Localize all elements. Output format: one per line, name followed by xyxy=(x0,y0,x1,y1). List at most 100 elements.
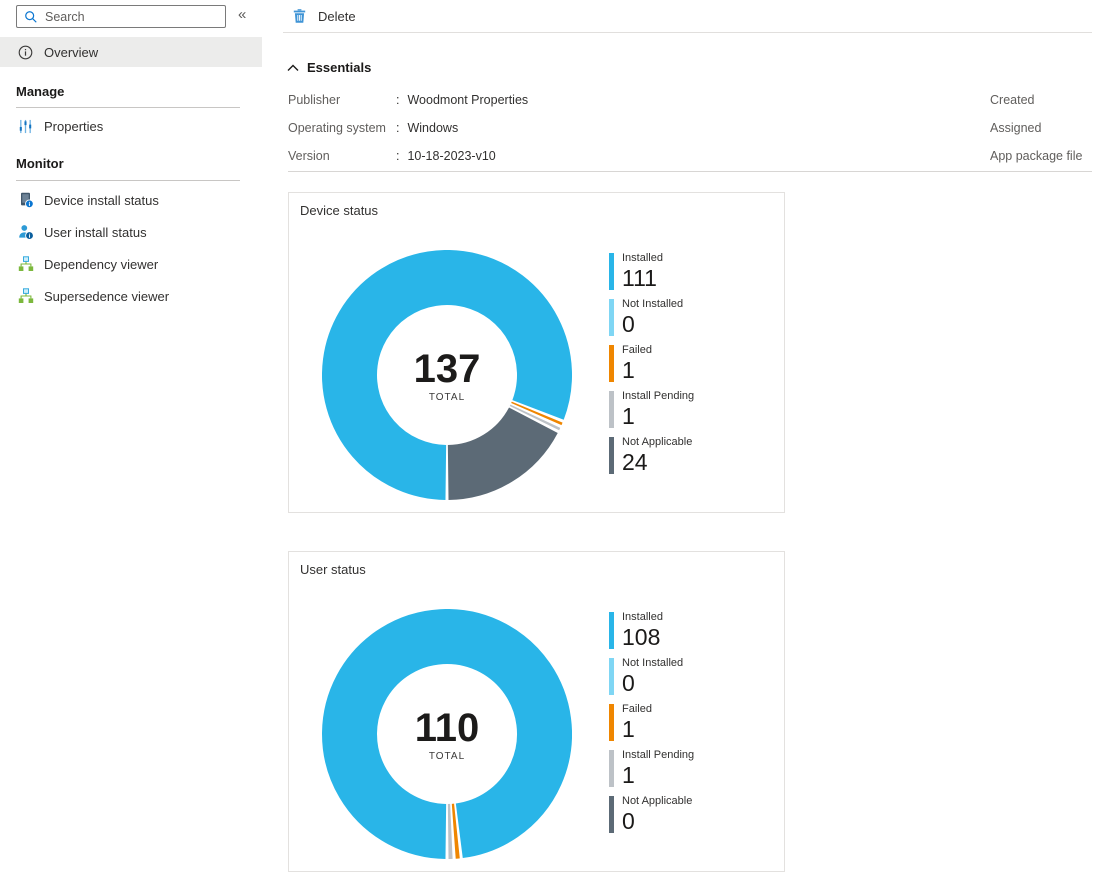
legend-color-bar xyxy=(609,299,614,336)
sidebar-item-supersedence-viewer[interactable]: Supersedence viewer xyxy=(0,281,262,311)
legend-color-bar xyxy=(609,796,614,833)
field-value: Woodmont Properties xyxy=(407,86,528,114)
legend-value: 1 xyxy=(622,403,694,429)
essentials-toggle[interactable]: Essentials xyxy=(287,60,371,75)
donut-chart: 137 TOTAL xyxy=(322,250,572,500)
essentials-left-column: Publisher : Woodmont Properties Operatin… xyxy=(288,86,528,170)
divider xyxy=(16,180,240,181)
donut-svg xyxy=(322,609,572,859)
legend-color-bar xyxy=(609,253,614,290)
essentials-row-created: Created xyxy=(990,86,1082,114)
legend-value: 24 xyxy=(622,449,694,475)
legend-value: 1 xyxy=(622,716,694,742)
sidebar-item-label: Overview xyxy=(44,45,98,60)
essentials-row-version: Version : 10-18-2023-v10 xyxy=(288,142,528,170)
essentials-right-column: Created Assigned App package file xyxy=(990,86,1082,170)
legend-value: 1 xyxy=(622,762,694,788)
field-label: Created xyxy=(990,86,1034,114)
sidebar-item-label: Properties xyxy=(44,119,103,134)
delete-button-label: Delete xyxy=(318,9,356,24)
field-label: Version xyxy=(288,142,396,170)
donut-svg xyxy=(322,250,572,500)
card-title: Device status xyxy=(300,203,378,218)
field-separator: : xyxy=(396,142,399,170)
legend-value: 0 xyxy=(622,311,694,337)
sidebar-item-user-install-status[interactable]: User install status xyxy=(0,217,262,247)
org-chart-icon xyxy=(18,288,34,304)
sidebar-item-label: Device install status xyxy=(44,193,159,208)
sidebar-item-device-install-status[interactable]: Device install status xyxy=(0,185,262,215)
legend-label: Install Pending xyxy=(622,390,694,403)
field-label: Assigned xyxy=(990,114,1041,142)
trash-icon xyxy=(293,8,306,24)
legend-label: Install Pending xyxy=(622,749,694,762)
legend-value: 0 xyxy=(622,808,694,834)
legend-color-bar xyxy=(609,391,614,428)
search-box[interactable] xyxy=(16,5,226,28)
delete-button[interactable]: Delete xyxy=(293,8,356,24)
legend-label: Not Installed xyxy=(622,657,694,670)
legend-label: Failed xyxy=(622,344,694,357)
legend-label: Not Applicable xyxy=(622,795,694,808)
donut-chart: 110 TOTAL xyxy=(322,609,572,859)
legend-color-bar xyxy=(609,750,614,787)
info-circle-icon xyxy=(18,44,34,60)
legend-value: 0 xyxy=(622,670,694,696)
legend-color-bar xyxy=(609,437,614,474)
legend-label: Not Installed xyxy=(622,298,694,311)
legend-color-bar xyxy=(609,704,614,741)
search-icon xyxy=(24,10,38,24)
legend-value: 1 xyxy=(622,357,694,383)
donut-segment-install-pending xyxy=(534,416,535,418)
sidebar-collapse-button[interactable]: « xyxy=(238,6,246,23)
org-chart-icon xyxy=(18,256,34,272)
essentials-row-publisher: Publisher : Woodmont Properties xyxy=(288,86,528,114)
field-label: App package file xyxy=(990,142,1082,170)
sidebar-item-overview[interactable]: Overview xyxy=(0,37,262,67)
legend-color-bar xyxy=(609,612,614,649)
legend-label: Not Applicable xyxy=(622,436,694,449)
sidebar-item-label: User install status xyxy=(44,225,147,240)
essentials-row-assigned: Assigned xyxy=(990,114,1082,142)
divider xyxy=(16,107,240,108)
field-separator: : xyxy=(396,114,399,142)
legend-label: Installed xyxy=(622,252,694,265)
chevron-up-icon xyxy=(287,64,299,72)
device-info-icon xyxy=(18,192,34,208)
divider xyxy=(288,171,1092,172)
essentials-row-operating-system: Operating system : Windows xyxy=(288,114,528,142)
legend-value: 111 xyxy=(622,265,694,291)
donut-segment-not-applicable xyxy=(448,420,533,472)
sidebar-item-label: Dependency viewer xyxy=(44,257,158,272)
field-value: Windows xyxy=(407,114,458,142)
sidebar-item-label: Supersedence viewer xyxy=(44,289,169,304)
donut-segment-installed xyxy=(350,636,545,831)
legend-label: Installed xyxy=(622,611,694,624)
sidebar-item-dependency-viewer[interactable]: Dependency viewer xyxy=(0,249,262,279)
sidebar-item-properties[interactable]: Properties xyxy=(0,111,262,141)
field-value: 10-18-2023-v10 xyxy=(407,142,495,170)
sidebar-section-monitor: Monitor xyxy=(16,156,64,171)
sliders-icon xyxy=(18,118,34,134)
search-input[interactable] xyxy=(45,10,225,24)
command-bar: Delete xyxy=(283,0,1092,33)
card-title: User status xyxy=(300,562,366,577)
sidebar-section-manage: Manage xyxy=(16,84,64,99)
user-info-icon xyxy=(18,224,34,240)
field-label: Publisher xyxy=(288,86,396,114)
donut-segment-failed xyxy=(536,412,537,414)
legend-color-bar xyxy=(609,345,614,382)
essentials-row-app-package-file: App package file xyxy=(990,142,1082,170)
legend-label: Failed xyxy=(622,703,694,716)
